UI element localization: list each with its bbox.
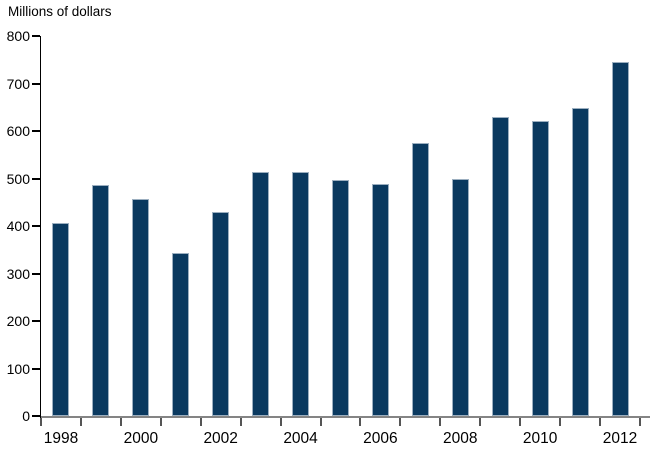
bar-2004 (292, 171, 310, 416)
bar-2011 (571, 107, 589, 416)
x-tick (40, 418, 42, 426)
y-tick-label: 400 (6, 218, 30, 234)
x-tick (559, 418, 562, 426)
bar-2003 (252, 172, 270, 416)
y-tick (31, 82, 40, 85)
bar-2008 (451, 178, 469, 416)
x-tick (519, 418, 522, 426)
y-tick-label: 700 (6, 75, 30, 92)
x-tick-label: 1998 (43, 430, 79, 447)
x-axis-line (41, 416, 650, 418)
bar-2012 (611, 61, 629, 416)
x-tick-label: 2004 (283, 430, 318, 447)
y-tick-label: 0 (22, 408, 30, 424)
y-tick (31, 177, 40, 180)
y-tick-label: 200 (6, 313, 30, 329)
x-tick (439, 418, 442, 426)
x-tick-label: 2010 (522, 430, 558, 447)
y-tick (31, 35, 40, 37)
bar-2010 (531, 121, 549, 416)
x-tick (159, 418, 162, 426)
y-tick (31, 272, 40, 275)
bar-2002 (212, 211, 230, 416)
x-tick-label: 2000 (123, 430, 159, 447)
y-tick (31, 415, 40, 417)
x-tick-label: 2012 (602, 430, 638, 447)
y-tick-label: 300 (6, 265, 30, 282)
y-tick-label: 500 (6, 170, 30, 187)
y-tick (31, 320, 40, 322)
x-tick (199, 418, 202, 426)
bar-2001 (172, 253, 190, 416)
bar-2007 (411, 142, 429, 416)
x-tick (479, 418, 482, 426)
bar-2000 (132, 199, 150, 416)
bar-1998 (52, 222, 70, 416)
y-axis-line (39, 36, 41, 418)
x-tick-label: 2008 (443, 430, 478, 447)
y-tick-label: 800 (6, 28, 30, 44)
bar-1999 (92, 184, 110, 416)
bar-2005 (332, 179, 349, 416)
y-tick (31, 367, 40, 370)
x-tick (639, 418, 641, 426)
bar-2009 (491, 116, 509, 416)
y-tick-label: 100 (6, 360, 30, 377)
x-tick-label: 2006 (363, 430, 398, 447)
y-tick (31, 225, 40, 227)
chart-title: Millions of dollars (8, 4, 112, 19)
x-tick (359, 418, 362, 426)
bar-2006 (371, 183, 389, 416)
x-tick-label: 2002 (203, 430, 238, 447)
x-tick (599, 418, 602, 426)
y-tick (31, 130, 40, 132)
x-tick (119, 418, 122, 426)
x-tick (239, 418, 242, 426)
x-tick (79, 418, 82, 426)
x-tick (279, 418, 282, 426)
x-tick (319, 418, 322, 426)
x-tick (399, 418, 402, 426)
y-tick-label: 600 (6, 123, 30, 139)
